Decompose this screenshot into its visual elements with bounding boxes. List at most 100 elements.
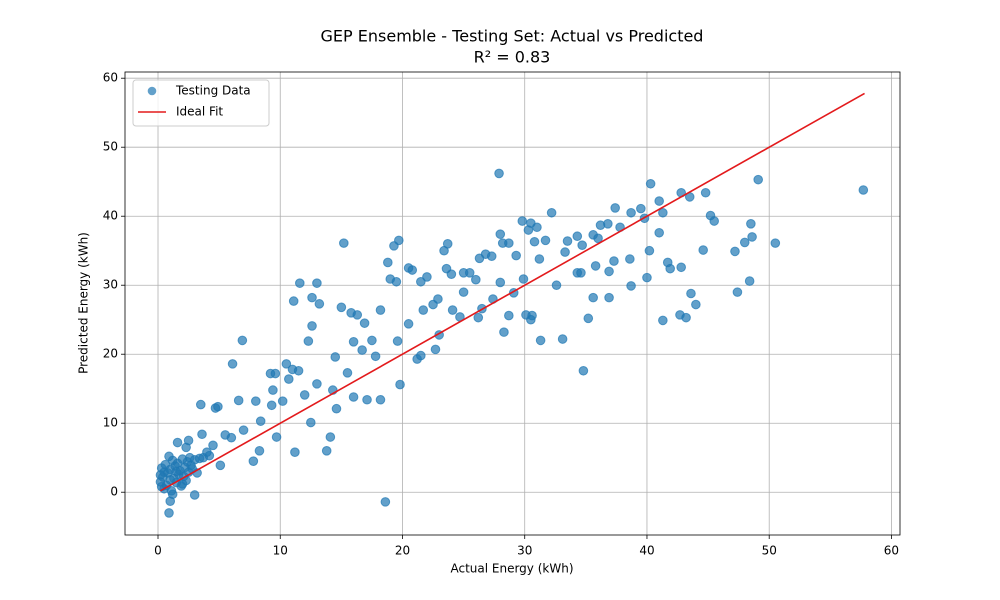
grid bbox=[125, 72, 900, 535]
point bbox=[189, 490, 200, 500]
point bbox=[532, 222, 542, 233]
y-tick-label: 20 bbox=[103, 347, 118, 361]
point bbox=[644, 245, 655, 256]
point bbox=[588, 292, 598, 303]
point bbox=[562, 236, 573, 246]
point bbox=[540, 235, 551, 246]
point bbox=[747, 232, 757, 242]
point bbox=[770, 238, 781, 248]
point bbox=[433, 294, 443, 304]
y-tick-label: 10 bbox=[103, 416, 118, 430]
point bbox=[577, 240, 587, 250]
x-tick-label: 30 bbox=[517, 544, 532, 558]
point bbox=[681, 312, 691, 323]
point bbox=[395, 379, 405, 390]
point bbox=[208, 440, 218, 451]
point bbox=[392, 336, 403, 346]
legend: Testing Data Ideal Fit bbox=[132, 79, 270, 127]
point bbox=[357, 345, 367, 355]
point bbox=[416, 350, 426, 361]
point bbox=[284, 374, 294, 384]
point bbox=[609, 256, 619, 266]
point bbox=[352, 310, 363, 320]
point bbox=[753, 174, 764, 185]
y-tick-label: 40 bbox=[103, 209, 118, 223]
point bbox=[486, 251, 497, 262]
point bbox=[625, 254, 635, 264]
point bbox=[700, 187, 711, 198]
point bbox=[255, 416, 266, 426]
point bbox=[183, 435, 194, 446]
point bbox=[303, 336, 314, 346]
point bbox=[494, 168, 504, 179]
axes-frame bbox=[124, 71, 901, 536]
point bbox=[603, 219, 613, 229]
point bbox=[495, 277, 506, 288]
point bbox=[403, 319, 414, 329]
legend-label: Testing Data bbox=[175, 84, 251, 98]
point bbox=[535, 335, 546, 346]
y-tick-label: 50 bbox=[103, 140, 118, 154]
point bbox=[471, 274, 481, 285]
x-tick-label: 20 bbox=[395, 544, 410, 558]
point bbox=[348, 392, 359, 402]
point bbox=[271, 432, 282, 442]
point bbox=[330, 352, 341, 362]
legend-label: Ideal Fit bbox=[176, 105, 223, 119]
point bbox=[293, 365, 304, 376]
point bbox=[464, 267, 475, 278]
point bbox=[359, 318, 370, 328]
point bbox=[746, 219, 756, 229]
point bbox=[858, 185, 869, 195]
point bbox=[213, 401, 223, 412]
point bbox=[654, 196, 664, 206]
point bbox=[527, 310, 537, 321]
point bbox=[636, 203, 646, 214]
point bbox=[604, 292, 614, 303]
point bbox=[546, 207, 557, 218]
y-tick-label: 30 bbox=[103, 278, 118, 292]
point bbox=[698, 245, 708, 255]
point bbox=[626, 281, 636, 291]
point bbox=[339, 238, 349, 248]
point bbox=[732, 287, 743, 297]
point bbox=[307, 321, 317, 331]
point bbox=[290, 447, 300, 457]
point bbox=[195, 399, 206, 410]
point bbox=[295, 278, 305, 288]
point bbox=[645, 178, 656, 189]
point bbox=[583, 313, 594, 324]
x-tick-label: 50 bbox=[762, 544, 777, 558]
point bbox=[610, 203, 620, 213]
y-axis-label: Predicted Energy (kWh) bbox=[77, 232, 91, 374]
y-tick-label: 0 bbox=[110, 485, 118, 499]
point bbox=[321, 446, 332, 456]
legend-box bbox=[132, 79, 270, 127]
point bbox=[518, 274, 529, 284]
point bbox=[336, 302, 347, 313]
x-tick-label: 60 bbox=[884, 544, 899, 558]
point bbox=[394, 235, 404, 246]
point bbox=[312, 379, 322, 389]
point bbox=[626, 207, 636, 218]
point bbox=[739, 237, 750, 248]
point bbox=[362, 394, 372, 405]
plot-area bbox=[155, 92, 869, 518]
point bbox=[499, 327, 509, 337]
line bbox=[160, 92, 865, 492]
point bbox=[407, 265, 418, 275]
point bbox=[560, 247, 570, 257]
x-tick-label: 0 bbox=[154, 544, 162, 558]
point bbox=[268, 385, 278, 395]
point bbox=[220, 430, 231, 440]
point bbox=[730, 246, 740, 257]
point bbox=[442, 239, 453, 249]
point bbox=[248, 456, 259, 466]
point bbox=[529, 236, 540, 247]
point bbox=[572, 231, 583, 242]
x-tick-label: 10 bbox=[273, 544, 288, 558]
point bbox=[517, 216, 528, 226]
point bbox=[165, 496, 176, 506]
point bbox=[557, 334, 568, 344]
